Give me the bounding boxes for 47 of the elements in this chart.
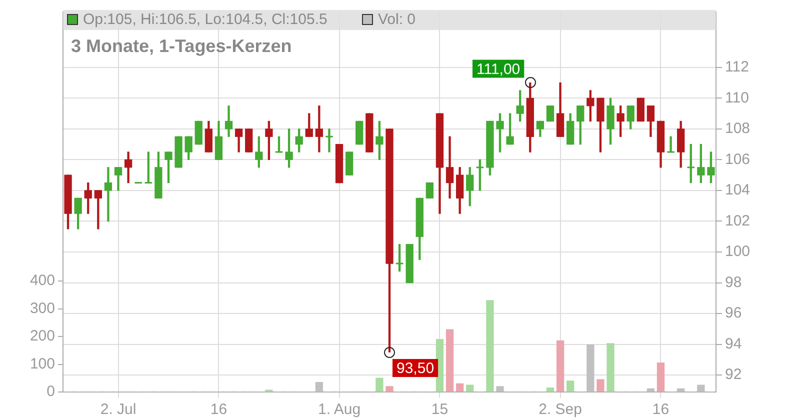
y-tick-label: 100 xyxy=(725,243,750,260)
bar xyxy=(466,384,474,392)
bar xyxy=(546,388,554,392)
bar xyxy=(496,386,504,392)
bar xyxy=(566,380,574,392)
y-tick-label: 94 xyxy=(725,335,742,352)
bar xyxy=(656,362,665,392)
y2-tick-label: 200 xyxy=(30,328,55,345)
bar xyxy=(386,386,394,392)
bar xyxy=(586,344,594,392)
bar xyxy=(606,343,614,392)
bar xyxy=(376,378,384,392)
y-tick-label: 96 xyxy=(725,304,742,322)
x-tick-label: 15 xyxy=(431,401,448,418)
bar xyxy=(446,329,454,392)
annotation: Op:105, Hi:106.5, Lo:104.5, Cl:105.5 xyxy=(83,10,328,30)
x-tick-label: 2. Jul xyxy=(100,401,136,418)
y2-tick-label: 400 xyxy=(30,272,55,290)
y-tick-label: 108 xyxy=(725,120,750,138)
y-tick-label: 112 xyxy=(725,58,749,76)
y-tick-label: 106 xyxy=(725,150,750,168)
annotation: Vol: 0 xyxy=(378,10,416,30)
bar xyxy=(646,388,655,392)
y-tick-label: 92 xyxy=(725,366,742,384)
x-tick-label: 2. Sep xyxy=(538,401,582,418)
y2-tick-label: 300 xyxy=(30,300,55,317)
bar xyxy=(596,379,604,392)
bar xyxy=(697,384,705,392)
bar xyxy=(677,388,685,392)
bar xyxy=(556,340,564,392)
y-tick-label: 104 xyxy=(725,182,750,199)
candlestick xyxy=(104,167,112,222)
x-tick-label: 16 xyxy=(210,401,228,418)
y-tick-label: 102 xyxy=(725,212,750,230)
y-tick-label: 98 xyxy=(725,274,742,291)
candlestick xyxy=(315,106,324,152)
text: 3 Monate, 1-Tages-Kerzen xyxy=(71,36,292,56)
x-tick-label: 1. Aug xyxy=(318,401,361,418)
y-tick-label: 110 xyxy=(725,89,749,106)
annotation: 93,50 xyxy=(396,360,434,378)
bar xyxy=(486,300,494,392)
y2-tick-label: 0 xyxy=(46,383,55,400)
bar xyxy=(456,383,464,392)
y2-tick-label: 100 xyxy=(30,355,55,372)
annotation: 111,00 xyxy=(476,60,520,78)
x-tick-label: 16 xyxy=(652,401,670,418)
bar xyxy=(315,382,324,392)
